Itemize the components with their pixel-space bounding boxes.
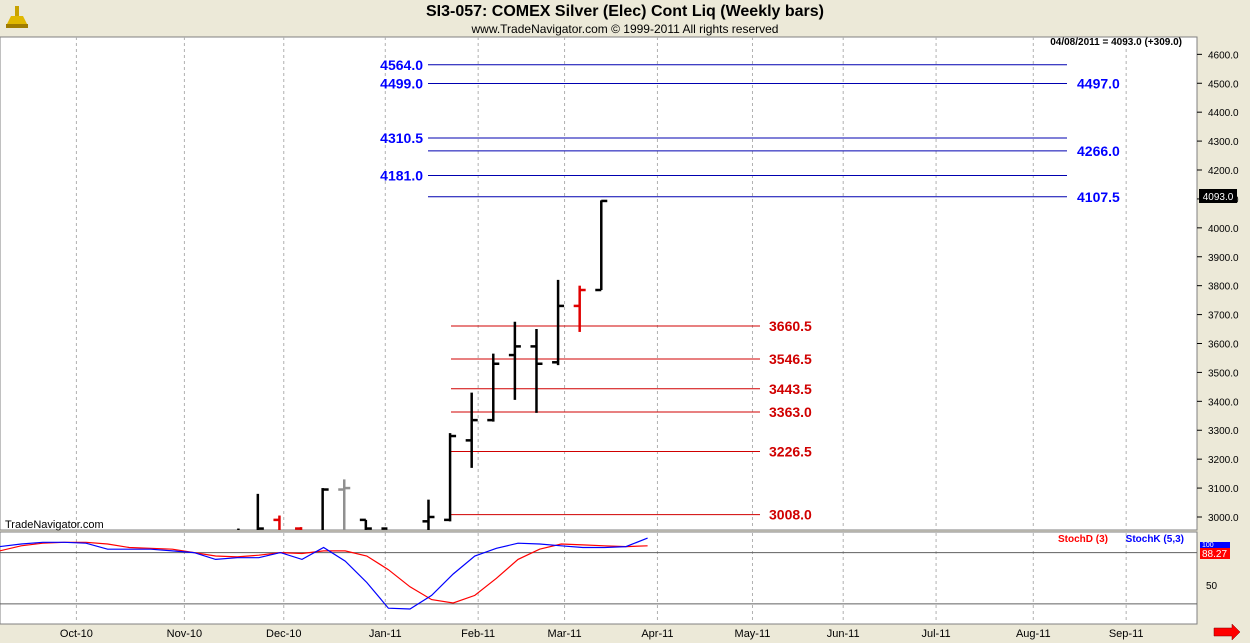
resistance-label-left: 4310.5 bbox=[380, 130, 423, 146]
price-panel bbox=[0, 36, 1198, 531]
support-label: 3443.5 bbox=[769, 381, 812, 397]
support-label: 3008.0 bbox=[769, 507, 812, 523]
x-axis-label: Jul-11 bbox=[922, 628, 951, 640]
y-tick-label: 4200.0 bbox=[1208, 166, 1239, 177]
y-axis-ticks: 3000.0 3100.0 3200.0 3300.0 3400.0 3500.0 3600… bbox=[1197, 50, 1239, 524]
resistance-label-right: 4266.0 bbox=[1077, 143, 1120, 159]
ohlc-bar bbox=[338, 479, 351, 530]
x-axis-label: Feb-11 bbox=[461, 628, 495, 640]
ohlc-bar bbox=[295, 527, 303, 530]
y-tick-label: 3000.0 bbox=[1208, 513, 1239, 524]
stochd-value-label: 88.27 bbox=[1202, 549, 1227, 560]
y-tick-label: 3600.0 bbox=[1208, 339, 1239, 350]
x-axis-label: May-11 bbox=[735, 628, 771, 640]
price-readout: 04/08/2011 = 4093.0 (+309.0) bbox=[1050, 37, 1182, 48]
y-tick-label: 4400.0 bbox=[1208, 108, 1239, 119]
y-tick-label: 3400.0 bbox=[1208, 397, 1239, 408]
fib-levels: 4564.0 4499.0 4497.0 4310.5 4266.0 4181.0 4107… bbox=[380, 57, 1120, 523]
watermark-label: TradeNavigator.com bbox=[5, 519, 104, 531]
y-tick-label: 4600.0 bbox=[1208, 50, 1239, 61]
y-tick-label: 3900.0 bbox=[1208, 253, 1239, 264]
resistance-label-left: 4499.0 bbox=[380, 76, 423, 92]
support-label: 3226.5 bbox=[769, 443, 812, 459]
x-axis-label: Apr-11 bbox=[641, 628, 673, 640]
ohlc-bar bbox=[573, 285, 586, 332]
resistance-label-right: 4497.0 bbox=[1077, 76, 1120, 92]
x-axis-labels: Oct-10 Nov-10 Dec-10 Jan-11 Feb-11 Mar-11 Apr-… bbox=[60, 628, 1144, 640]
trade-navigator-logo-icon bbox=[4, 4, 30, 30]
x-axis-label: Aug-11 bbox=[1016, 628, 1051, 640]
y-tick-label: 3800.0 bbox=[1208, 282, 1239, 293]
chart-title: SI3-057: COMEX Silver (Elec) Cont Liq (W… bbox=[425, 3, 825, 20]
stoch-series-line bbox=[0, 537, 648, 610]
ohlc-bar bbox=[552, 279, 565, 366]
y-tick-label: 4300.0 bbox=[1208, 137, 1239, 148]
x-axis-label: Oct-10 bbox=[60, 628, 93, 640]
last-price-label: 4093.0 bbox=[1203, 192, 1234, 203]
stochastic-lines bbox=[0, 537, 1197, 610]
ohlc-bar bbox=[508, 321, 521, 400]
legend-stochd: StochD (3) bbox=[1058, 534, 1108, 545]
stochd-value-box bbox=[1200, 548, 1230, 559]
resistance-label-left: 4564.0 bbox=[380, 57, 423, 73]
ohlc-bar bbox=[359, 518, 372, 530]
stochk-value-box bbox=[1200, 542, 1230, 548]
ohlc-bar bbox=[321, 488, 329, 530]
ohlc-bar bbox=[422, 499, 435, 530]
scroll-right-arrow-icon[interactable] bbox=[1213, 623, 1241, 641]
x-axis-label: Jun-11 bbox=[827, 628, 860, 640]
ohlc-bar bbox=[465, 392, 478, 468]
ohlc-bar bbox=[444, 433, 457, 522]
support-label: 3660.5 bbox=[769, 318, 812, 334]
stoch-series-line bbox=[0, 541, 648, 604]
support-label: 3546.5 bbox=[769, 351, 812, 367]
ohlc-bar bbox=[273, 515, 281, 530]
y-tick-label: 3700.0 bbox=[1208, 311, 1239, 322]
y-tick-label: 3100.0 bbox=[1208, 484, 1239, 495]
support-label: 3363.0 bbox=[769, 404, 812, 420]
ohlc-bar bbox=[487, 353, 500, 422]
chart-subtitle: www.TradeNavigator.com © 1999-2011 All r… bbox=[471, 22, 779, 36]
x-axis-label: Nov-10 bbox=[167, 628, 202, 640]
ohlc-bar bbox=[530, 329, 543, 413]
vertical-grid bbox=[75, 37, 1127, 623]
y-tick-label: 3200.0 bbox=[1208, 455, 1239, 466]
y-tick-label: 4000.0 bbox=[1208, 224, 1239, 235]
ohlc-bar bbox=[595, 199, 608, 292]
ohlc-bar bbox=[381, 527, 388, 530]
last-price-box bbox=[1199, 189, 1237, 203]
legend-stochk: StochK (5,3) bbox=[1126, 534, 1184, 545]
resistance-label-right: 4107.5 bbox=[1077, 189, 1120, 205]
y-tick-label: 3300.0 bbox=[1208, 426, 1239, 437]
x-axis-label: Jan-11 bbox=[369, 628, 402, 640]
x-axis-label: Mar-11 bbox=[548, 628, 582, 640]
x-axis-label: Dec-10 bbox=[266, 628, 301, 640]
x-axis-label: Sep-11 bbox=[1109, 628, 1144, 640]
ohlc-bar bbox=[256, 493, 264, 530]
y-tick-label: 4500.0 bbox=[1208, 79, 1239, 90]
stoch-axis-tick: 50 bbox=[1206, 581, 1218, 592]
ohlc-bars bbox=[237, 199, 608, 530]
stochk-value-label: 100 bbox=[1202, 542, 1214, 549]
resistance-label-left: 4181.0 bbox=[380, 168, 423, 184]
y-tick-label: 3500.0 bbox=[1208, 368, 1239, 379]
